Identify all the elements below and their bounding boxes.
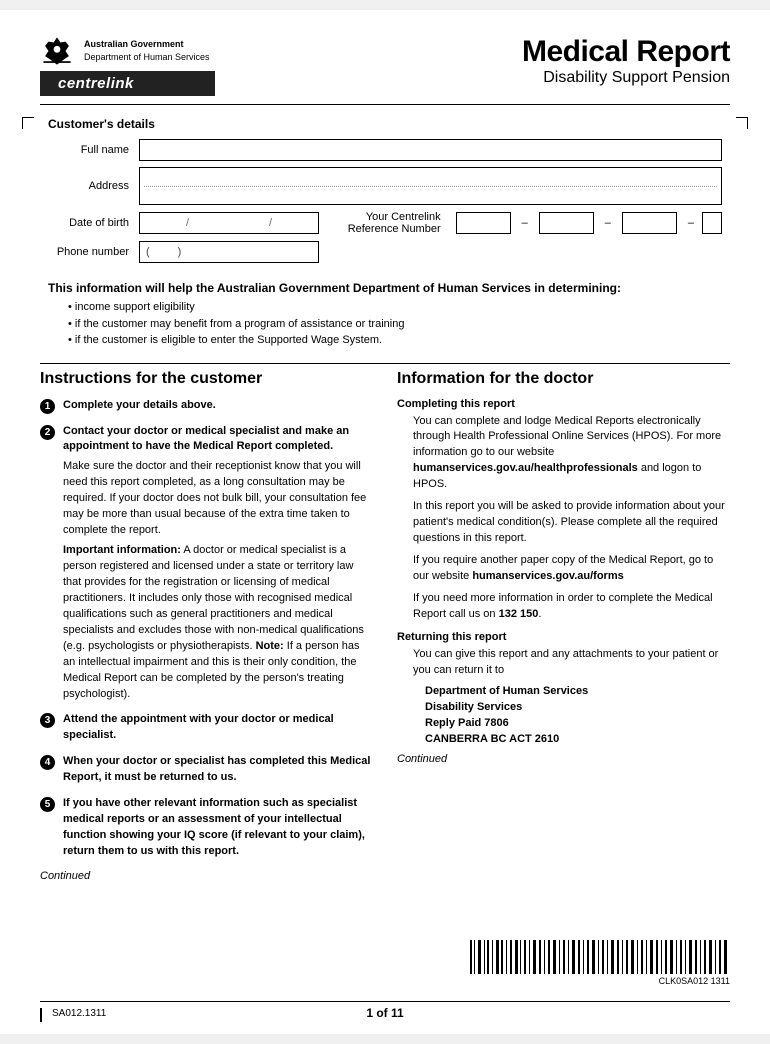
right-column: Information for the doctor Completing th…	[397, 370, 730, 882]
barcode-block: CLK0SA012 1311	[40, 940, 730, 989]
sec2-head: Returning this report	[397, 631, 730, 643]
address-dotted-line	[144, 186, 717, 187]
continued-left: Continued	[40, 870, 373, 882]
top-rule	[40, 104, 730, 105]
step-title: Attend the appointment with your doctor …	[63, 713, 334, 741]
intro-heading: This information will help the Australia…	[48, 281, 722, 295]
ref-seg-4[interactable]	[702, 212, 722, 234]
fullname-input[interactable]	[139, 139, 722, 161]
gov-identity: Australian Government Department of Huma…	[40, 35, 215, 96]
ref-label: Your Centrelink Reference Number	[325, 211, 447, 235]
step-3: 3 Attend the appointment with your docto…	[40, 712, 373, 744]
left-column: Instructions for the customer 1 Complete…	[40, 370, 373, 882]
return-addr-4: CANBERRA BC ACT 2610	[397, 733, 730, 745]
header: Australian Government Department of Huma…	[40, 35, 730, 96]
ref-seg-3[interactable]	[622, 212, 677, 234]
intro-bullet: income support eligibility	[68, 299, 722, 316]
step-5: 5 If you have other relevant information…	[40, 796, 373, 860]
page-number: 1 of 11	[366, 1006, 403, 1020]
crest-icon	[40, 35, 74, 67]
title-sub: Disability Support Pension	[522, 69, 730, 87]
customer-details: Customer's details Full name Address Dat…	[40, 117, 730, 281]
intro-bullet: if the customer may benefit from a progr…	[68, 316, 722, 333]
crop-mark-tl	[22, 117, 34, 129]
intro: This information will help the Australia…	[40, 281, 730, 349]
step-1: 1 Complete your details above.	[40, 398, 373, 414]
step-important: Important information: A doctor or medic…	[63, 543, 373, 702]
crop-mark-tr	[736, 117, 748, 129]
right-p3: If you require another paper copy of the…	[397, 553, 730, 585]
title-block: Medical Report Disability Support Pensio…	[522, 35, 730, 87]
address-label: Address	[48, 180, 133, 192]
page: Australian Government Department of Huma…	[0, 10, 770, 1034]
step-title: Contact your doctor or medical specialis…	[63, 425, 349, 453]
left-title: Instructions for the customer	[40, 370, 373, 388]
step-title: When your doctor or specialist has compl…	[63, 755, 370, 783]
footer-rule	[40, 1001, 730, 1002]
return-addr-3: Reply Paid 7806	[397, 717, 730, 729]
barcode-label: CLK0SA012 1311	[470, 976, 730, 986]
ref-seg-2[interactable]	[539, 212, 594, 234]
phone-input[interactable]: ()	[139, 241, 319, 263]
right-p2: In this report you will be asked to prov…	[397, 499, 730, 547]
intro-bullet: if the customer is eligible to enter the…	[68, 332, 722, 349]
step-number: 1	[40, 399, 55, 414]
right-p4: If you need more information in order to…	[397, 591, 730, 623]
step-title: If you have other relevant information s…	[63, 797, 365, 857]
step-body: Make sure the doctor and their reception…	[63, 459, 373, 539]
centrelink-bar: centrelink	[40, 71, 215, 96]
step-number: 4	[40, 755, 55, 770]
step-4: 4 When your doctor or specialist has com…	[40, 754, 373, 786]
return-addr-2: Disability Services	[397, 701, 730, 713]
ref-seg-1[interactable]	[456, 212, 511, 234]
details-heading: Customer's details	[48, 117, 722, 131]
step-number: 3	[40, 713, 55, 728]
title-main: Medical Report	[522, 35, 730, 69]
right-p5: You can give this report and any attachm…	[397, 647, 730, 679]
dob-input[interactable]: //	[139, 212, 319, 234]
two-columns: Instructions for the customer 1 Complete…	[40, 370, 730, 882]
return-addr-1: Department of Human Services	[397, 685, 730, 697]
right-p1: You can complete and lodge Medical Repor…	[397, 414, 730, 494]
fullname-label: Full name	[48, 144, 133, 156]
form-id: SA012.1311	[40, 1006, 106, 1020]
right-title: Information for the doctor	[397, 370, 730, 388]
footer: CLK0SA012 1311 SA012.1311 1 of 11	[40, 940, 730, 1020]
step-number: 5	[40, 797, 55, 812]
continued-right: Continued	[397, 753, 730, 765]
phone-label: Phone number	[48, 246, 133, 258]
divider	[40, 363, 730, 364]
gov-line2: Department of Human Services	[84, 51, 210, 64]
step-2: 2 Contact your doctor or medical special…	[40, 424, 373, 703]
step-number: 2	[40, 425, 55, 440]
dob-label: Date of birth	[48, 217, 133, 229]
address-input[interactable]	[139, 167, 722, 205]
gov-line1: Australian Government	[84, 38, 210, 51]
barcode-icon	[470, 940, 730, 974]
sec1-head: Completing this report	[397, 398, 730, 410]
step-title: Complete your details above.	[63, 399, 216, 411]
